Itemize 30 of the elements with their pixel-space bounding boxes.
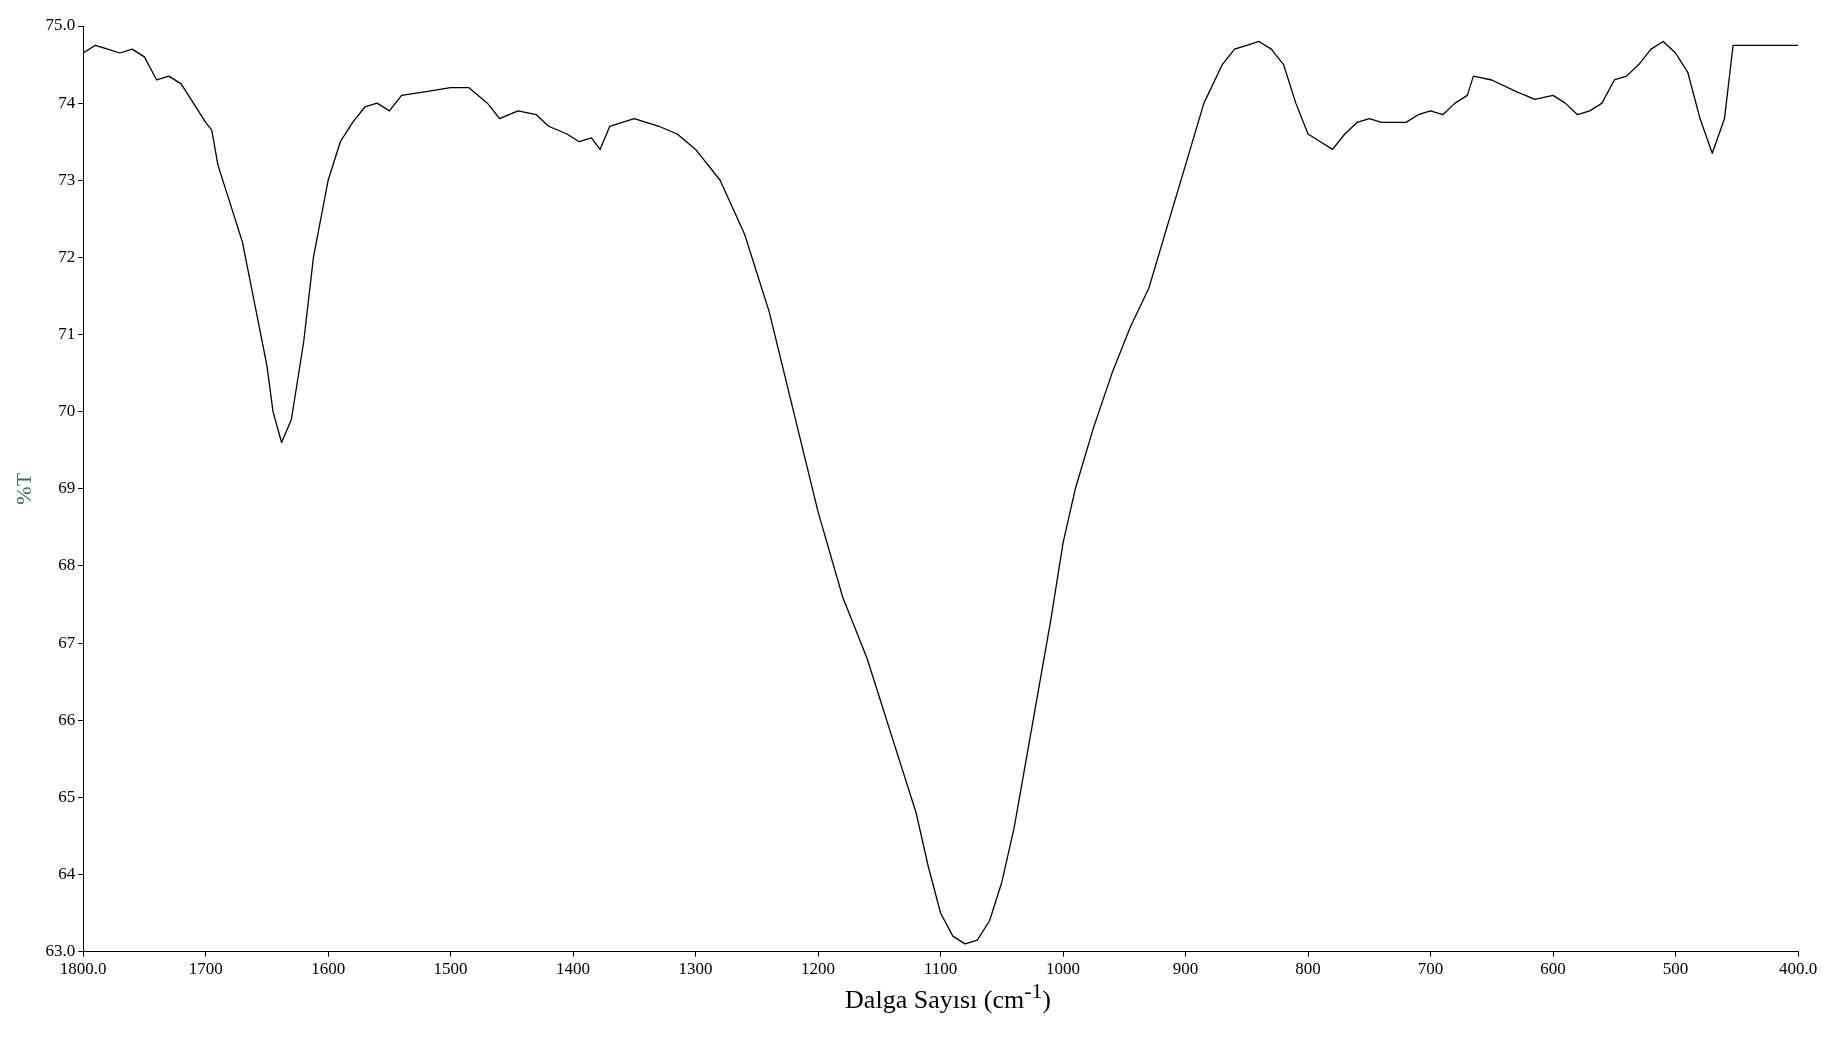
x-axis-title: Dalga Sayısı (cm$^{-1}$) [844, 979, 1052, 1015]
y-tick-label: 71 [58, 324, 76, 343]
x-tick-label: 400.0 [1778, 959, 1818, 979]
y-tick-label: 74 [58, 92, 76, 112]
y-tick-label: 64 [58, 863, 76, 883]
y-axis-title: %T [10, 472, 36, 505]
x-tick-label: 700 [1417, 959, 1444, 979]
y-tick-label: 68 [58, 555, 76, 575]
x-tick-label: 1100 [923, 959, 958, 979]
x-tick-label: 1700 [188, 959, 223, 979]
y-tick-label: 66 [58, 709, 76, 729]
x-tick-label: 800 [1295, 959, 1321, 979]
x-tick-label: 1400 [556, 959, 591, 979]
x-tick-label: 900 [1172, 959, 1199, 979]
y-tick-label: 73 [58, 169, 76, 189]
y-tick-label: 72 [58, 246, 76, 266]
x-tick-label: 1600 [311, 959, 346, 979]
x-tick-label: 1800.0 [59, 959, 107, 979]
x-tick-label: 1300 [678, 959, 713, 979]
y-tick-label: 63.0 [45, 941, 76, 961]
y-tick-label: 65 [58, 786, 76, 806]
x-tick-label: 1500 [433, 959, 468, 979]
x-tick-label: 1000 [1046, 959, 1081, 979]
y-tick-label: 69 [58, 478, 76, 498]
y-tick-label: 75.0 [45, 15, 76, 35]
x-tick-label: 1200 [801, 959, 836, 979]
x-tick-label: 500 [1662, 959, 1689, 979]
y-tick-label: 67 [58, 632, 76, 652]
x-tick-label: 600 [1540, 959, 1566, 979]
y-tick-label: 70 [58, 401, 76, 421]
